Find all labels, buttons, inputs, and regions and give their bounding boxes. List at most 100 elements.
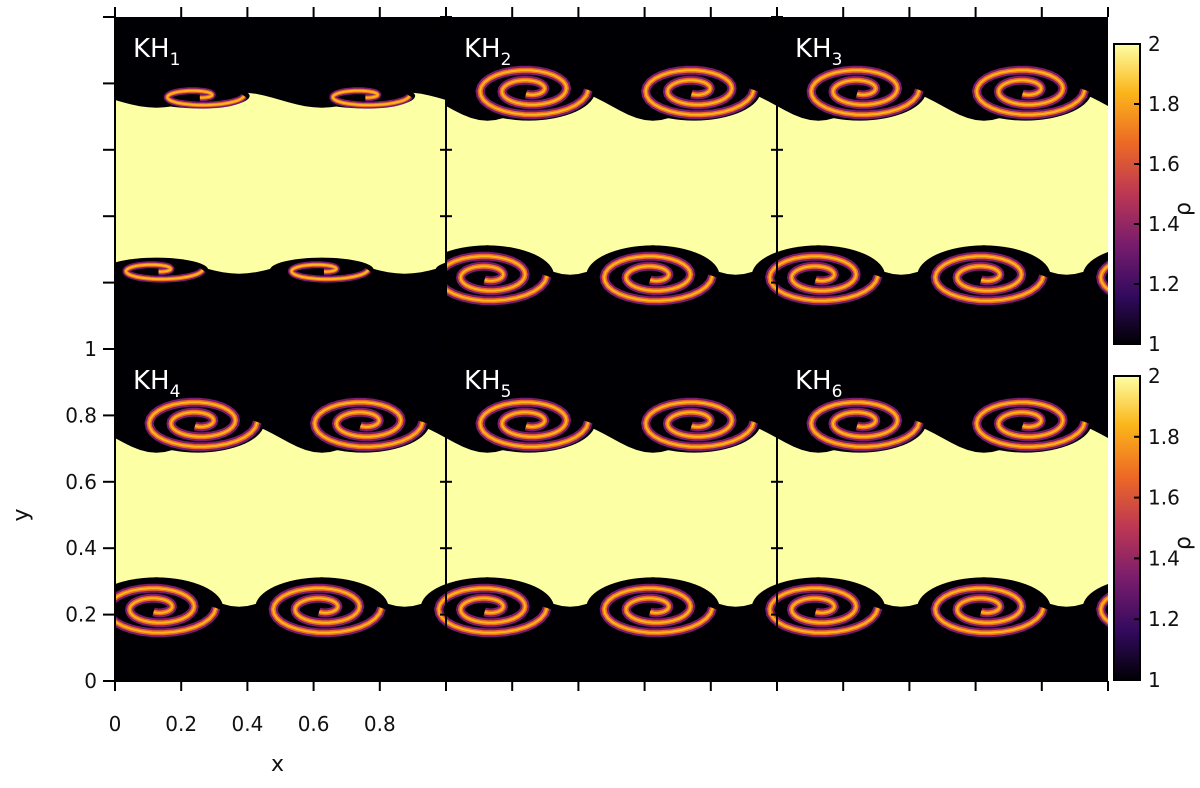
y-tick-label: 0.6 [65,470,97,494]
dense-band [777,91,1108,275]
panel-label-sub: 6 [832,382,843,402]
vortex-arm-inner [603,255,714,302]
y-tick-label: 0.8 [65,403,97,427]
vortex-arm-inner [603,587,714,634]
vortex-arm-inner [115,587,217,634]
y-tick-label: 0.2 [65,603,97,627]
dense-band [446,423,777,607]
panel-label-main: KH [464,34,501,64]
panel-label: KH6 [795,366,842,402]
panel-label-main: KH [133,366,170,396]
panel-label-sub: 5 [501,382,512,402]
panel-label: KH2 [464,34,511,70]
panel-label-main: KH [133,34,170,64]
colorbar-tick-label: 1.2 [1148,272,1180,296]
vortex-arm-outer [2,91,79,105]
panel-label-sub: 4 [170,382,181,402]
colorbar-gradient [1113,43,1141,345]
panel-kh6: KH6 [777,349,1108,681]
x-tick-label: 0.4 [231,712,263,736]
panel-label: KH3 [795,34,842,70]
colorbar-gradient [1113,375,1141,681]
vortex-arm-inner [777,255,879,302]
y-tick-label: 1 [84,337,97,361]
vortex-core [435,262,446,278]
vortex-arm-inner [810,69,921,116]
vortex-arm-inner [272,587,383,634]
y-axis-label: y [9,508,34,521]
colorbar-tick-label: 1 [1148,332,1161,356]
x-axis-label: x [271,752,284,777]
panel-label: KH4 [133,366,180,402]
colorbar-label: ρ [1171,536,1196,550]
vortex-arm-inner [810,401,921,448]
panel-label: KH5 [464,366,511,402]
vortex-arm-inner [934,255,1045,302]
vortex-arm-outer [0,588,51,633]
vortex-core [0,577,58,638]
colorbar-label: ρ [1171,202,1196,216]
vortex-arm-inner [331,89,411,107]
dense-band [446,91,777,275]
panel-kh1: KH1 [0,17,446,349]
vortex-arm-inner [975,401,1086,448]
colorbar-tick-label: 1.6 [1148,152,1180,176]
vortex-arm-inner [975,69,1086,116]
vortex-arm-inner [644,69,755,116]
vortex-arm-inner [479,69,590,116]
panel-kh3: KH3 [777,17,1108,349]
x-tick-label: 0.8 [364,712,396,736]
colorbar-tick-label: 1.4 [1148,546,1180,570]
vortex-arm-inner [290,263,370,281]
vortex-arm-inner [313,401,424,448]
panel-label-main: KH [795,34,832,64]
vortex-core [0,258,43,283]
panel-label-main: KH [464,366,501,396]
y-tick-label: 0 [84,669,97,693]
vortex-arm-inner [0,588,51,633]
vortex-arm-mid [0,265,37,279]
colorbar-1: 1 1.2 1.4 1.6 1.8 2 ρ [1113,32,1196,356]
colorbar-tick-label: 2 [1148,32,1161,56]
panel-label-sub: 1 [170,50,181,70]
panel-label-main: KH [795,366,832,396]
vortex-arm-inner [124,263,204,281]
dense-band [115,423,446,607]
vortex-arm-inner [446,255,548,302]
colorbar-tick-label: 1.4 [1148,212,1180,236]
vortex-arm-mid [0,588,51,633]
axes-group: 0 0.2 0.4 0.6 0.8 x 0 0.2 0.4 0.6 0.8 1 y [9,7,1109,777]
colorbar-tick-label: 1.2 [1148,607,1180,631]
panel-kh5: KH5 [446,349,777,681]
x-tick-label: 0.2 [165,712,197,736]
vortex-arm-outer [0,265,37,279]
x-tick-label: 0 [109,712,122,736]
vortex-arm-inner [2,91,79,105]
dense-band [115,92,446,274]
panel-label: KH1 [133,34,180,70]
x-tick-label: 0.6 [298,712,330,736]
vortex-arm-inner [446,587,548,634]
vortex-arm-inner [148,401,259,448]
colorbar-tick-label: 1 [1148,668,1161,692]
panel-label-sub: 2 [501,50,512,70]
vortex-arm-inner [644,401,755,448]
vortex-arm-inner [934,587,1045,634]
vortex-arm-inner [777,587,879,634]
panel-kh4: KH4 [0,349,446,681]
dense-band [777,423,1108,607]
vortex-arm-inner [0,265,37,279]
vortex-arm-inner [479,401,590,448]
vortex-arm-mid [2,91,79,105]
colorbars-group: 1 1.2 1.4 1.6 1.8 2 ρ 1 1.2 1.4 1.6 1.8 2 ρ [1113,32,1196,692]
vortex-core [0,84,84,109]
colorbar-tick-label: 2 [1148,364,1161,388]
panel-label-sub: 3 [832,50,843,70]
colorbar-tick-label: 1.6 [1148,486,1180,510]
colorbar-tick-label: 1.8 [1148,92,1180,116]
vortex-arm-inner [166,89,245,107]
y-tick-label: 0.4 [65,536,97,560]
colorbar-tick-label: 1.8 [1148,425,1180,449]
